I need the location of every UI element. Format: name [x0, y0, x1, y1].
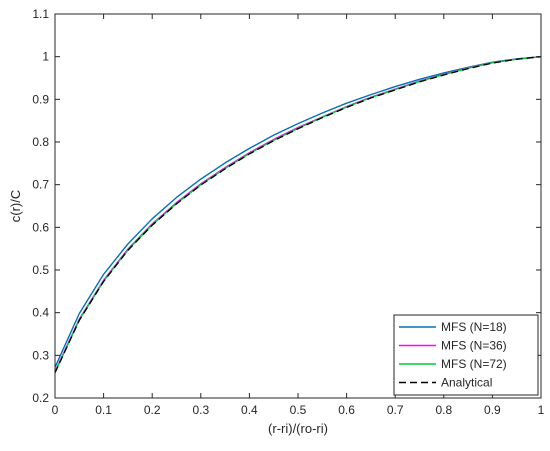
y-tick-label: 0.7 [32, 178, 49, 192]
legend-label-1: MFS (N=18) [441, 320, 507, 334]
x-tick-label: 0.1 [95, 403, 112, 417]
x-tick-label: 0.4 [241, 403, 258, 417]
y-tick-label: 0.6 [32, 220, 49, 234]
legend-label-3: MFS (N=72) [441, 357, 507, 371]
y-tick-label: 0.4 [32, 306, 49, 320]
x-tick-label: 1 [538, 403, 545, 417]
legend: MFS (N=18) MFS (N=36) MFS (N=72) Analytical [393, 314, 539, 396]
legend-label-4: Analytical [441, 376, 492, 390]
x-tick-label: 0 [52, 403, 59, 417]
x-tick-label: 0.6 [338, 403, 355, 417]
x-tick-label: 0.9 [484, 403, 501, 417]
x-tick-label: 0.5 [290, 403, 307, 417]
y-tick-label: 0.8 [32, 135, 49, 149]
y-tick-label: 0.9 [32, 92, 49, 106]
y-tick-label: 0.5 [32, 263, 49, 277]
legend-label-2: MFS (N=36) [441, 339, 507, 353]
series-line-4 [54, 56, 542, 374]
x-tick-label: 0.8 [435, 403, 452, 417]
x-tick-label: 0.2 [144, 403, 161, 417]
legend-box [393, 314, 539, 396]
axes-layer: 0 0.1 0.2 0.3 0.4 0.5 0.6 0.7 0.8 0.9 1 0.2 0.3 0.4 0.… [32, 7, 544, 417]
series-layer [54, 55, 542, 374]
y-tick-label: 0.3 [32, 348, 49, 362]
x-axis-label: (r-ri)/(ro-ri) [268, 421, 328, 436]
x-tick-label: 0.3 [192, 403, 209, 417]
y-tick-label: 0.2 [32, 391, 49, 405]
y-axis-label: c(r)/C [8, 190, 23, 223]
y-tick-label: 1.1 [32, 7, 49, 21]
y-tick-label: 1 [42, 50, 49, 64]
x-tick-label: 0.7 [387, 403, 404, 417]
